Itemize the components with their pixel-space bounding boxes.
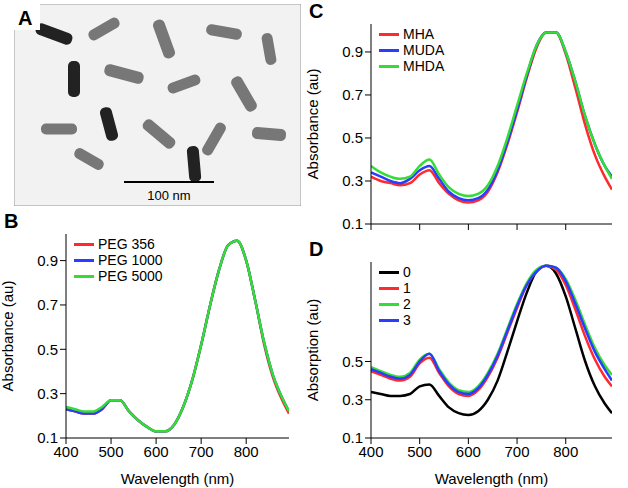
svg-text:600: 600 — [144, 443, 169, 460]
html-text:B: B — [4, 210, 19, 232]
svg-text:0.1: 0.1 — [342, 429, 363, 446]
svg-text:0.3: 0.3 — [37, 385, 58, 402]
svg-text:0.9: 0.9 — [37, 252, 58, 269]
svg-text:0.9: 0.9 — [342, 43, 363, 60]
svg-text:Absorbance (au): Absorbance (au) — [0, 281, 16, 392]
svg-text:0.1: 0.1 — [37, 429, 58, 446]
svg-text:0.1: 0.1 — [342, 215, 363, 232]
html-text:2: 2 — [403, 296, 411, 312]
html-text:MHA: MHA — [403, 26, 435, 42]
svg-text:0.7: 0.7 — [37, 296, 58, 313]
svg-text:400: 400 — [358, 442, 384, 460]
html-text:3: 3 — [403, 312, 411, 328]
html-text:D: D — [309, 238, 324, 260]
svg-text:100 nm: 100 nm — [147, 188, 190, 203]
svg-text:600: 600 — [456, 443, 481, 460]
svg-text:Wavelength (nm): Wavelength (nm) — [435, 470, 549, 487]
html-text:1: 1 — [403, 280, 411, 296]
svg-text:700: 700 — [505, 443, 530, 460]
svg-text:0.5: 0.5 — [37, 341, 58, 358]
html-text:MUDA: MUDA — [403, 42, 445, 58]
svg-text:0.3: 0.3 — [342, 391, 363, 408]
svg-text:0.5: 0.5 — [342, 129, 363, 146]
svg-text:500: 500 — [99, 443, 124, 460]
html-text:0: 0 — [403, 264, 411, 280]
html-text:C: C — [309, 0, 324, 22]
svg-text:A: A — [18, 7, 32, 29]
svg-text:500: 500 — [407, 443, 432, 460]
svg-text:800: 800 — [234, 443, 259, 460]
svg-text:700: 700 — [189, 443, 214, 460]
html-text:PEG 356: PEG 356 — [98, 236, 155, 252]
svg-text:Wavelength (nm): Wavelength (nm) — [121, 470, 235, 487]
svg-text:0.5: 0.5 — [342, 353, 363, 370]
svg-text:400: 400 — [53, 442, 79, 460]
svg-text:800: 800 — [553, 443, 578, 460]
html-text:PEG 1000: PEG 1000 — [98, 252, 163, 268]
svg-text:Absorption (au): Absorption (au) — [305, 299, 321, 402]
html-text:MHDA: MHDA — [403, 58, 445, 74]
svg-text:Absorbance (au): Absorbance (au) — [305, 69, 321, 180]
html-text:PEG 5000: PEG 5000 — [98, 268, 163, 284]
svg-text:0.7: 0.7 — [342, 86, 363, 103]
svg-text:0.3: 0.3 — [342, 172, 363, 189]
